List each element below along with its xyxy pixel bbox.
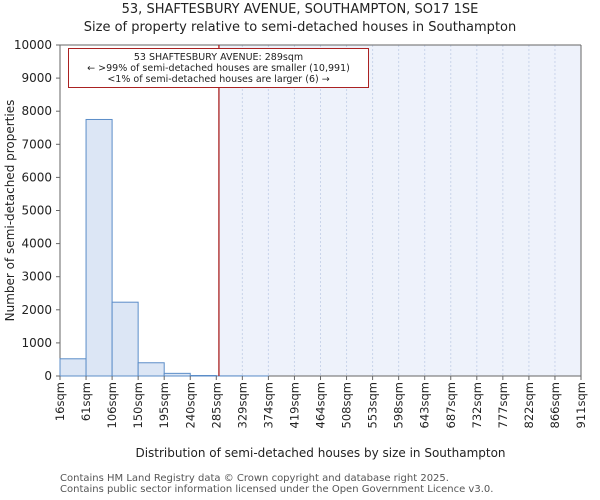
y-tick-label: 9000 [21, 71, 52, 85]
bar [85, 118, 113, 377]
y-tick-label: 4000 [21, 237, 52, 251]
x-tick-label: 822sqm [522, 382, 536, 428]
x-tick-label: 598sqm [392, 382, 406, 428]
x-tick-label: 553sqm [366, 382, 380, 428]
annotation-box: 53 SHAFTESBURY AVENUE: 289sqm ← >99% of … [68, 48, 369, 88]
y-tick-label: 7000 [21, 137, 52, 151]
y-tick-label: 6000 [21, 170, 52, 184]
x-tick-label: 61sqm [79, 382, 93, 421]
x-tick-label: 911sqm [574, 382, 588, 428]
y-tick-label: 10000 [14, 38, 52, 52]
x-axis-label: Distribution of semi-detached houses by … [135, 446, 505, 460]
y-tick-label: 8000 [21, 104, 52, 118]
bar [137, 362, 165, 377]
x-tick-label: 866sqm [548, 382, 562, 428]
y-tick-label: 3000 [21, 270, 52, 284]
x-tick-label: 195sqm [157, 382, 171, 428]
chart-title: Size of property relative to semi-detach… [83, 20, 517, 35]
highlight-region [218, 45, 581, 376]
bar [59, 358, 87, 377]
x-tick-label: 508sqm [340, 382, 354, 428]
annotation-line-3: <1% of semi-detached houses are larger (… [107, 74, 330, 85]
annotation-line-1: 53 SHAFTESBURY AVENUE: 289sqm [133, 52, 304, 63]
x-tick-label: 732sqm [470, 382, 484, 428]
x-tick-label: 150sqm [131, 382, 145, 428]
x-tick-label: 777sqm [496, 382, 510, 428]
bar [163, 372, 191, 377]
x-tick-label: 419sqm [287, 382, 301, 428]
x-tick-label: 106sqm [105, 382, 119, 428]
x-tick-label: 643sqm [418, 382, 432, 428]
x-tick-label: 16sqm [53, 382, 67, 421]
chart-title-address: 53, SHAFTESBURY AVENUE, SOUTHAMPTON, SO1… [121, 2, 479, 17]
x-tick-label: 240sqm [183, 382, 197, 428]
footer-copyright: Contains HM Land Registry data © Crown c… [60, 473, 449, 484]
annotation-line-2: ← >99% of semi-detached houses are small… [87, 63, 350, 74]
footer-licence: Contains public sector information licen… [60, 484, 494, 495]
y-tick-label: 1000 [21, 336, 52, 350]
bar [111, 301, 139, 377]
y-tick-label: 0 [44, 369, 52, 383]
x-tick-label: 687sqm [444, 382, 458, 428]
y-tick-label: 2000 [21, 303, 52, 317]
y-tick-label: 5000 [21, 204, 52, 218]
x-tick-label: 285sqm [209, 382, 223, 428]
x-tick-label: 374sqm [261, 382, 275, 428]
x-tick-label: 464sqm [314, 382, 328, 428]
x-tick-label: 329sqm [235, 382, 249, 428]
y-axis-label: Number of semi-detached properties [3, 100, 17, 322]
